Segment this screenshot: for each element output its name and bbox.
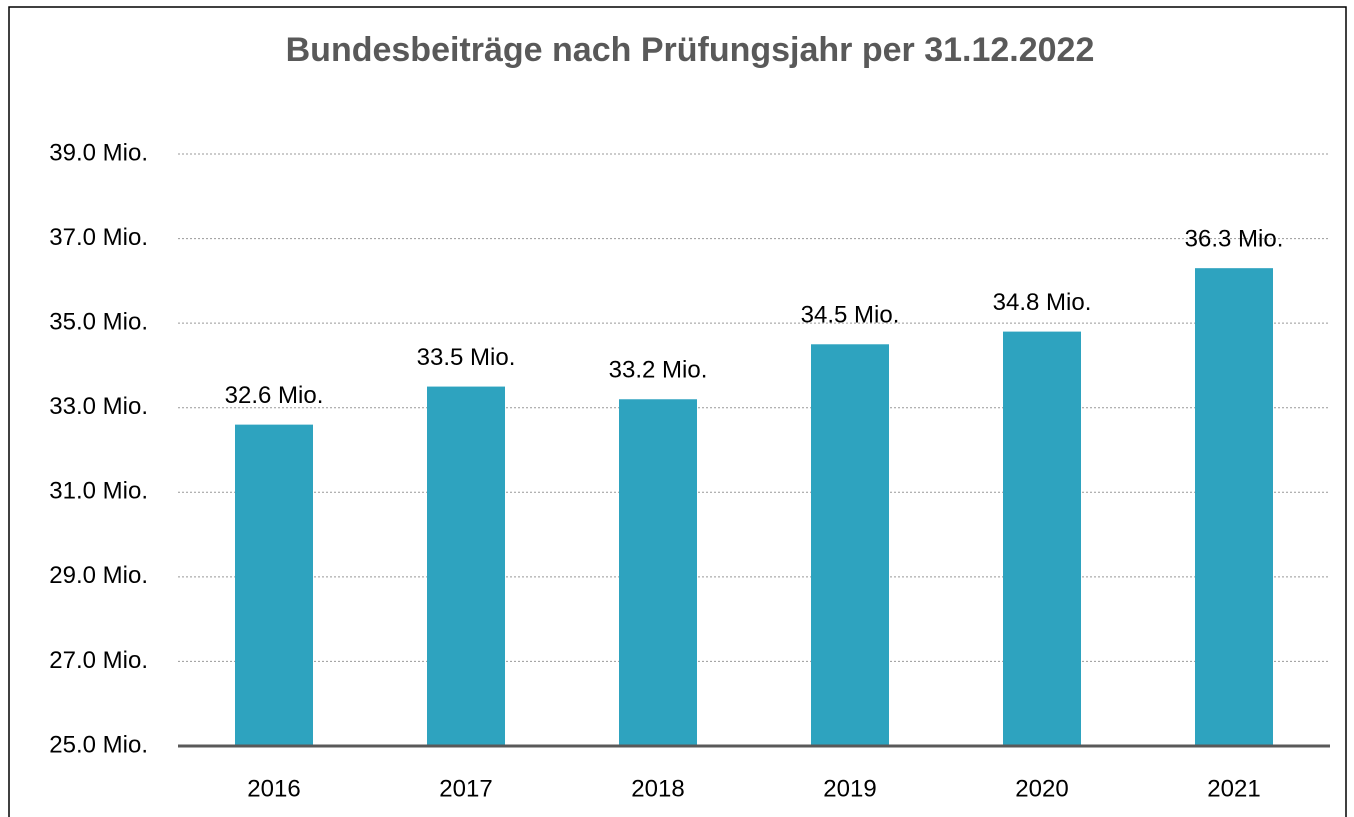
bar xyxy=(1195,268,1273,746)
y-tick-label: 31.0 Mio. xyxy=(49,478,148,505)
bar xyxy=(1003,331,1081,746)
bar xyxy=(619,399,697,746)
y-tick-label: 29.0 Mio. xyxy=(49,562,148,589)
y-tick-label: 37.0 Mio. xyxy=(49,224,148,251)
value-label: 36.3 Mio. xyxy=(1185,226,1284,253)
x-tick-label: 2019 xyxy=(823,775,876,802)
x-tick-label: 2016 xyxy=(247,775,300,802)
bar xyxy=(427,386,505,746)
y-tick-label: 27.0 Mio. xyxy=(49,647,148,674)
value-label: 34.8 Mio. xyxy=(993,289,1092,316)
value-label: 32.6 Mio. xyxy=(225,382,324,409)
x-tick-label: 2017 xyxy=(439,775,492,802)
value-label: 34.5 Mio. xyxy=(801,302,900,329)
x-tick-label: 2018 xyxy=(631,775,684,802)
x-tick-label: 2021 xyxy=(1207,775,1260,802)
y-tick-label: 25.0 Mio. xyxy=(49,731,148,758)
bar xyxy=(235,424,313,746)
y-tick-label: 35.0 Mio. xyxy=(49,308,148,335)
value-label: 33.5 Mio. xyxy=(417,344,516,371)
chart-frame xyxy=(8,6,1347,817)
chart-title: Bundesbeiträge nach Prüfungsjahr per 31.… xyxy=(286,31,1095,69)
x-tick-label: 2020 xyxy=(1015,775,1068,802)
y-tick-label: 33.0 Mio. xyxy=(49,393,148,420)
y-tick-label: 39.0 Mio. xyxy=(49,139,148,166)
bar xyxy=(811,344,889,746)
value-label: 33.2 Mio. xyxy=(609,357,708,384)
